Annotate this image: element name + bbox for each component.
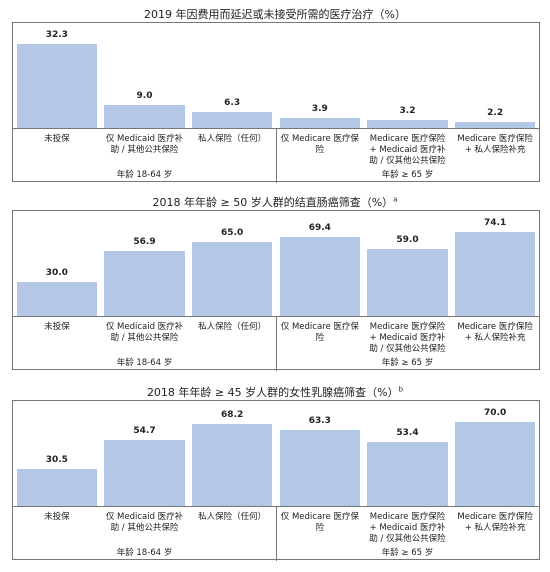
group-divider: [276, 316, 277, 371]
value-label: 59.0: [396, 235, 419, 246]
bar: [279, 237, 361, 316]
bar: [279, 117, 361, 128]
chart-title: 2018 年年龄 ≥ 50 岁人群的结直肠癌筛查（%）a: [0, 194, 550, 210]
title-text: 2018 年年龄 ≥ 45 岁人群的女性乳腺癌筛查（%）: [146, 386, 399, 399]
bar: [191, 424, 273, 506]
category-label: Medicare 医疗保险 + 私人保险补充: [457, 512, 533, 533]
value-label: 54.7: [133, 426, 156, 437]
category-label: 仅 Medicaid 医疗补助 / 其他公共保险: [105, 322, 184, 343]
category-label: 未投保: [44, 134, 70, 144]
category-label: Medicare 医疗保险 + Medicaid 医疗补助 / 仅其他公共保险: [369, 322, 446, 354]
bar: [16, 44, 98, 128]
category-label: 仅 Medicare 医疗保险: [280, 512, 359, 533]
value-label: 9.0: [136, 90, 153, 101]
category-label: Medicare 医疗保险 + Medicaid 医疗补助 / 仅其他公共保险: [369, 512, 446, 544]
bar: [367, 249, 448, 316]
bar: [191, 111, 273, 128]
category-label: 仅 Medicare 医疗保险: [280, 134, 359, 155]
category-label: 私人保险（任何）: [198, 134, 267, 144]
category-label: 仅 Medicare 医疗保险: [280, 322, 359, 343]
value-label: 68.2: [221, 410, 244, 421]
bar: [454, 422, 536, 506]
value-label: 56.9: [133, 237, 156, 248]
value-label: 2.2: [487, 108, 504, 119]
value-label: 74.1: [484, 218, 507, 228]
category-label: 私人保险（任何）: [198, 322, 267, 332]
group-label: 年龄 18-64 岁: [116, 358, 173, 368]
value-label: 30.0: [45, 267, 68, 278]
bar: [104, 440, 185, 506]
bar: [16, 281, 98, 316]
group-label: 年龄 18-64 岁: [116, 548, 173, 558]
value-label: 32.3: [45, 30, 68, 40]
value-label: 70.0: [484, 408, 507, 418]
group-divider: [276, 128, 277, 183]
category-label: 私人保险（任何）: [198, 512, 267, 522]
category-label: 仅 Medicaid 医疗补助 / 其他公共保险: [105, 134, 184, 155]
value-label: 6.3: [224, 97, 241, 108]
bar: [191, 242, 273, 316]
value-label: 30.5: [45, 455, 68, 466]
category-label: 未投保: [44, 512, 70, 522]
value-label: 3.9: [311, 103, 328, 114]
bar: [454, 122, 536, 128]
group-label: 年龄 ≥ 65 岁: [381, 548, 434, 558]
chart-title: 2018 年年龄 ≥ 45 岁人群的女性乳腺癌筛查（%）b: [0, 384, 550, 400]
bar: [367, 441, 448, 506]
bar: [454, 232, 536, 316]
title-note: b: [398, 385, 404, 394]
title-text: 2019 年因费用而延迟或未接受所需的医疗治疗（%）: [144, 8, 406, 21]
value-label: 53.4: [396, 427, 419, 438]
chart-panel: 32.3 未投保 9.0 仅 Medicaid 医疗补助 / 其他公共保险 6.3 私人保…: [12, 22, 540, 183]
title-text: 2018 年年龄 ≥ 50 岁人群的结直肠癌筛查（%）: [152, 196, 394, 209]
bar: [367, 119, 448, 128]
bar: [279, 430, 361, 506]
category-label: Medicare 医疗保险 + Medicaid 医疗补助 / 仅其他公共保险: [369, 134, 446, 166]
value-label: 63.3: [308, 416, 331, 427]
bar: [104, 104, 185, 128]
bar: [104, 251, 185, 316]
value-label: 69.4: [308, 223, 331, 234]
category-label: Medicare 医疗保险 + 私人保险补充: [457, 322, 533, 343]
group-label: 年龄 ≥ 65 岁: [381, 170, 434, 180]
chart-panel: 30.5 未投保 54.7 仅 Medicaid 医疗补助 / 其他公共保险 68.2 私…: [12, 400, 540, 561]
category-label: 仅 Medicaid 医疗补助 / 其他公共保险: [105, 512, 184, 533]
bar: [16, 469, 98, 506]
chart-panel: 30.0 未投保 56.9 仅 Medicaid 医疗补助 / 其他公共保险 65.0 私…: [12, 210, 540, 371]
value-label: 3.2: [399, 105, 416, 116]
category-label: 未投保: [44, 322, 70, 332]
group-label: 年龄 18-64 岁: [116, 170, 173, 180]
group-divider: [276, 506, 277, 561]
group-label: 年龄 ≥ 65 岁: [381, 358, 434, 368]
chart-title: 2019 年因费用而延迟或未接受所需的医疗治疗（%）: [0, 6, 550, 22]
category-label: Medicare 医疗保险 + 私人保险补充: [457, 134, 533, 155]
title-note: a: [393, 195, 398, 204]
value-label: 65.0: [221, 228, 244, 239]
